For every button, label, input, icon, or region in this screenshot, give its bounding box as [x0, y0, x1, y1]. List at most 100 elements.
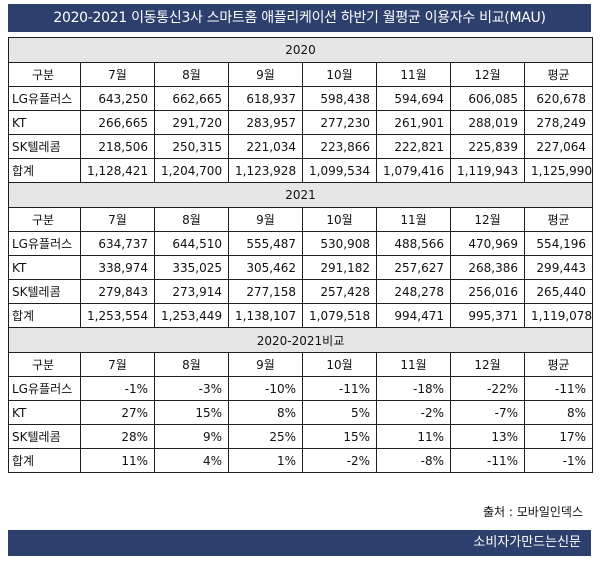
- table-cell: -10%: [228, 376, 303, 401]
- column-header: 구분: [8, 62, 81, 87]
- table-cell: 994,471: [376, 303, 451, 328]
- table-cell: -7%: [450, 400, 525, 425]
- table-row: 합계 11% 4% 1% -2% -8% -11% -1%: [8, 448, 594, 473]
- table-cell: 1,099,534: [302, 158, 377, 183]
- table-cell: 1,079,416: [376, 158, 451, 183]
- table-cell: 288,019: [450, 110, 525, 135]
- row-label: LG유플러스: [8, 86, 81, 111]
- column-header: 구분: [8, 207, 81, 232]
- source-note: 출처 : 모바일인덱스: [483, 505, 583, 519]
- column-header: 10월: [302, 352, 377, 377]
- column-header: 평균: [523, 352, 594, 377]
- table-cell: 1%: [228, 448, 303, 473]
- table-cell: -1%: [523, 448, 594, 473]
- table-cell: -2%: [302, 448, 377, 473]
- row-label: SK텔레콤: [8, 279, 81, 304]
- table-row: 합계 1,253,554 1,253,449 1,138,107 1,079,518 99…: [8, 303, 594, 328]
- table-cell: 266,665: [80, 110, 155, 135]
- table-cell: 248,278: [376, 279, 451, 304]
- table-cell: 620,678: [523, 86, 594, 111]
- table-cell: 25%: [228, 424, 303, 449]
- row-label: 합계: [8, 303, 81, 328]
- table-cell: 257,627: [376, 255, 451, 280]
- section-heading: 2020-2021비교: [7, 327, 594, 353]
- table-cell: 530,908: [302, 231, 377, 256]
- column-header: 12월: [450, 207, 525, 232]
- table-cell: 250,315: [154, 134, 229, 159]
- table-row: 합계 1,128,421 1,204,700 1,123,928 1,099,534 1,…: [8, 158, 594, 183]
- column-header-row: 구분 7월 8월 9월 10월 11월 12월 평균: [8, 62, 594, 87]
- row-label: KT: [8, 110, 81, 135]
- table-cell: -8%: [376, 448, 451, 473]
- column-header: 평균: [523, 62, 594, 87]
- table-cell: 291,182: [302, 255, 377, 280]
- row-label: LG유플러스: [8, 376, 81, 401]
- row-label: 합계: [8, 448, 81, 473]
- table-cell: 1,119,078: [523, 303, 594, 328]
- section-heading-row: 2020: [7, 37, 594, 63]
- table-cell: 1,253,554: [80, 303, 155, 328]
- table-row: LG유플러스 -1% -3% -10% -11% -18% -22% -11%: [8, 376, 594, 401]
- table-cell: 221,034: [228, 134, 303, 159]
- column-header: 구분: [8, 352, 81, 377]
- table-cell: 995,371: [450, 303, 525, 328]
- table-cell: 8%: [523, 400, 594, 425]
- column-header: 11월: [376, 352, 451, 377]
- column-header: 8월: [154, 62, 229, 87]
- table-cell: 283,957: [228, 110, 303, 135]
- table-cell: 644,510: [154, 231, 229, 256]
- table-cell: -11%: [450, 448, 525, 473]
- table-cell: 261,901: [376, 110, 451, 135]
- table-row: KT 266,665 291,720 283,957 277,230 261,901 288…: [8, 110, 594, 135]
- table-cell: 618,937: [228, 86, 303, 111]
- table-row: SK텔레콤 28% 9% 25% 15% 11% 13% 17%: [8, 424, 594, 449]
- table-cell: 594,694: [376, 86, 451, 111]
- table-cell: 1,128,421: [80, 158, 155, 183]
- table-cell: 643,250: [80, 86, 155, 111]
- table-cell: 1,138,107: [228, 303, 303, 328]
- table-cell: 279,843: [80, 279, 155, 304]
- column-header: 7월: [80, 62, 155, 87]
- table-cell: 1,123,928: [228, 158, 303, 183]
- table-row: LG유플러스 634,737 644,510 555,487 530,908 488,56…: [8, 231, 594, 256]
- table-cell: 1,125,990: [523, 158, 594, 183]
- column-header-row: 구분 7월 8월 9월 10월 11월 12월 평균: [8, 352, 594, 377]
- table-cell: 488,566: [376, 231, 451, 256]
- table-cell: 277,158: [228, 279, 303, 304]
- column-header: 11월: [376, 207, 451, 232]
- section-heading-row: 2020-2021비교: [7, 327, 594, 353]
- table-cell: 15%: [154, 400, 229, 425]
- table-cell: 1,204,700: [154, 158, 229, 183]
- table-cell: 1,253,449: [154, 303, 229, 328]
- row-label: 합계: [8, 158, 81, 183]
- column-header: 11월: [376, 62, 451, 87]
- table-cell: 265,440: [523, 279, 594, 304]
- table-cell: 222,821: [376, 134, 451, 159]
- column-header: 8월: [154, 207, 229, 232]
- table-row: SK텔레콤 279,843 273,914 277,158 257,428 248,278…: [8, 279, 594, 304]
- section-heading: 2020: [7, 37, 594, 63]
- table-cell: -22%: [450, 376, 525, 401]
- table-cell: 256,016: [450, 279, 525, 304]
- table-cell: 257,428: [302, 279, 377, 304]
- column-header: 9월: [228, 207, 303, 232]
- table-cell: 278,249: [523, 110, 594, 135]
- table-cell: 338,974: [80, 255, 155, 280]
- table-cell: 9%: [154, 424, 229, 449]
- table-cell: 8%: [228, 400, 303, 425]
- row-label: KT: [8, 400, 81, 425]
- table-cell: -2%: [376, 400, 451, 425]
- row-label: SK텔레콤: [8, 134, 81, 159]
- table-cell: 5%: [302, 400, 377, 425]
- row-label: LG유플러스: [8, 231, 81, 256]
- publisher-banner: 소비자가만드는신문: [8, 530, 591, 556]
- table-cell: 27%: [80, 400, 155, 425]
- table-cell: 277,230: [302, 110, 377, 135]
- table-cell: 634,737: [80, 231, 155, 256]
- column-header: 10월: [302, 207, 377, 232]
- column-header: 12월: [450, 352, 525, 377]
- table-cell: 554,196: [523, 231, 594, 256]
- column-header: 12월: [450, 62, 525, 87]
- table-cell: -18%: [376, 376, 451, 401]
- table-cell: 291,720: [154, 110, 229, 135]
